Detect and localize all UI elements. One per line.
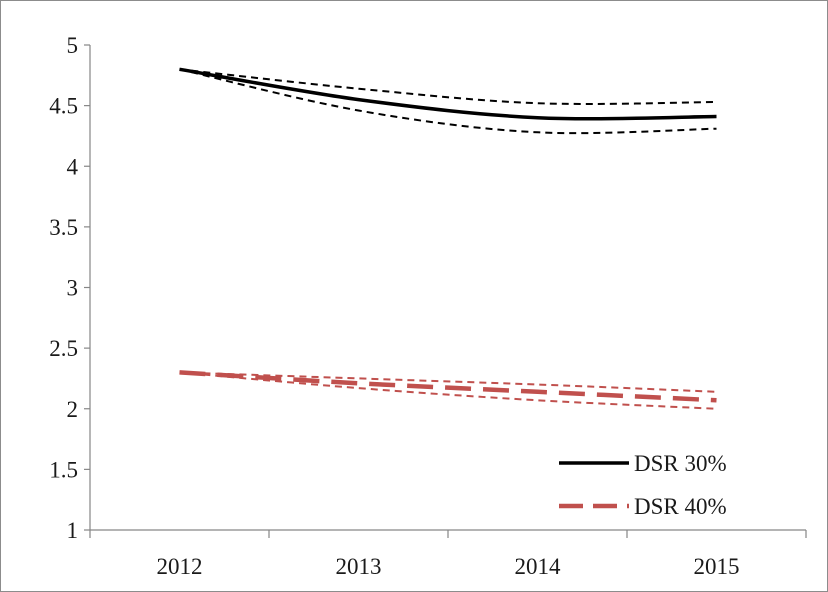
- y-tick-label: 1: [67, 518, 79, 543]
- x-tick-label: 2015: [694, 554, 740, 579]
- series-dsr-40-: [179, 370, 717, 410]
- y-tick-label: 3: [67, 276, 79, 301]
- y-tick-label: 2: [67, 397, 79, 422]
- legend-label-dsr-30: DSR 30%: [634, 451, 727, 476]
- series-line: [179, 370, 717, 403]
- y-tick-label: 2.5: [49, 336, 78, 361]
- y-tick-label: 3.5: [49, 215, 78, 240]
- legend-label-dsr-40: DSR 40%: [634, 494, 727, 519]
- y-tick-labels: 1 1.5 2 2.5 3 3.5 4 4.5 5: [49, 33, 78, 543]
- lower-band-line: [179, 68, 717, 135]
- legend: DSR 30% DSR 40%: [559, 451, 727, 519]
- x-tick-label: 2014: [515, 554, 562, 579]
- upper-band-line: [179, 68, 717, 105]
- axes: [84, 44, 807, 538]
- series-line: [179, 67, 717, 121]
- y-tick-label: 4.5: [49, 94, 78, 119]
- y-tick-label: 1.5: [49, 457, 78, 482]
- x-tick-labels: 2012 2013 2014 2015: [157, 554, 740, 579]
- upper-band-line: [179, 371, 717, 393]
- x-tick-label: 2012: [157, 554, 203, 579]
- x-tick-label: 2013: [336, 554, 382, 579]
- y-tick-label: 4: [67, 154, 79, 179]
- y-tick-label: 5: [67, 33, 79, 58]
- series-dsr-30-: [179, 67, 717, 135]
- series-layer: [179, 67, 717, 410]
